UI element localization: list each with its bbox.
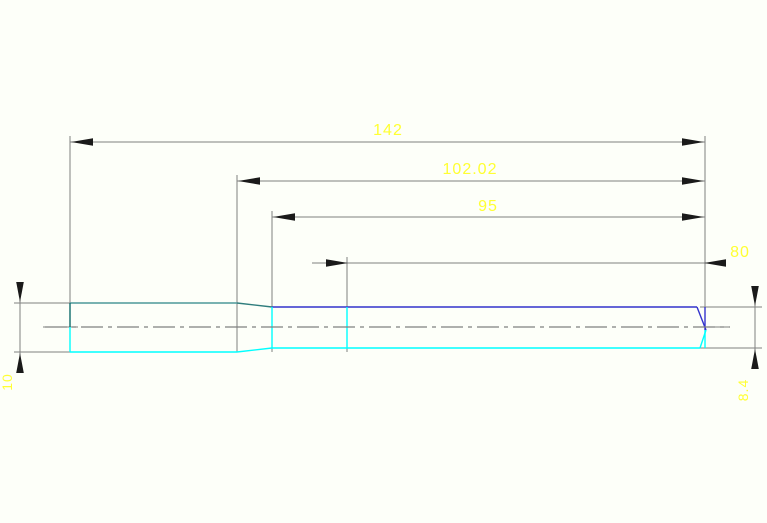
dimension-label-95: 95 xyxy=(478,198,498,215)
arrowhead-10-top xyxy=(16,282,24,302)
dimension-label-102: 102.02 xyxy=(443,161,498,178)
dimension-label-10: 10 xyxy=(0,373,15,391)
arrowhead-142-left xyxy=(71,138,93,146)
arrowhead-80-left xyxy=(326,259,348,267)
dimension-arrowheads-group xyxy=(16,138,759,373)
dimension-lines-group xyxy=(19,141,756,366)
arrowhead-84-top xyxy=(751,286,759,306)
dimension-label-84: 8.4 xyxy=(735,379,751,401)
dimension-label-80: 80 xyxy=(730,244,750,261)
arrowhead-142-right xyxy=(682,138,704,146)
extension-lines-group xyxy=(14,136,762,353)
part-outline-group xyxy=(69,302,707,353)
arrowhead-102-left xyxy=(238,177,260,185)
arrowhead-95-right xyxy=(682,213,704,221)
dimension-label-142: 142 xyxy=(373,122,403,139)
arrowhead-80-right xyxy=(704,259,726,267)
dimension-labels-group: 142 102.02 95 80 10 8.4 xyxy=(0,122,751,401)
outline-lower-taper xyxy=(236,347,273,353)
arrowhead-10-bottom xyxy=(16,353,24,373)
outline-upper-taper xyxy=(236,302,273,308)
arrowhead-102-right xyxy=(682,177,704,185)
arrowhead-95-left xyxy=(273,213,295,221)
arrowhead-84-bottom xyxy=(751,349,759,369)
